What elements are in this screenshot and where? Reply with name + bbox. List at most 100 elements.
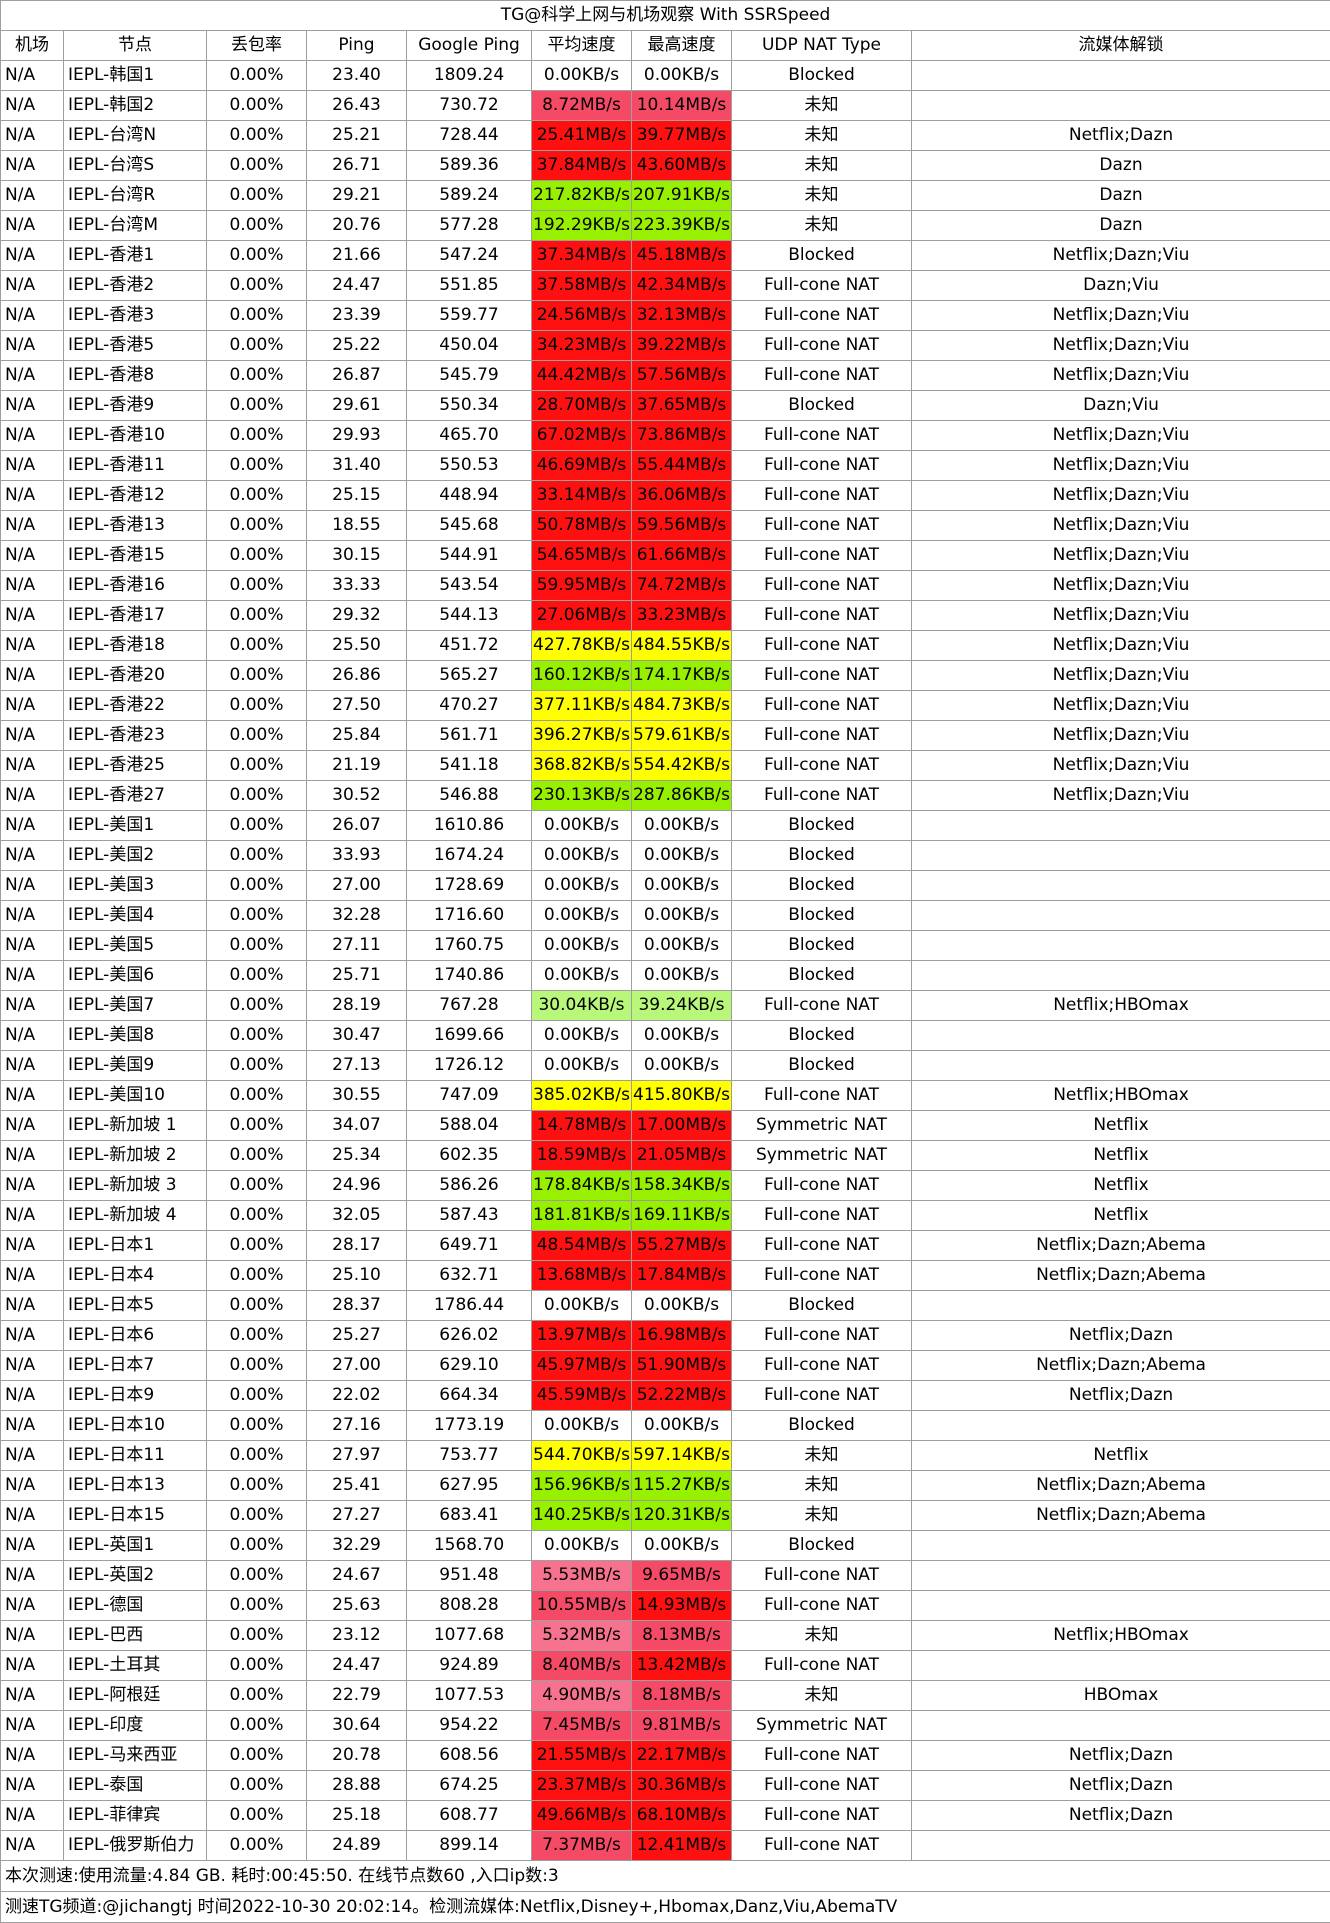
cell-udp-nat: Full-cone NAT <box>732 1171 912 1201</box>
cell-airport: N/A <box>1 1771 64 1801</box>
cell-max-speed: 74.72MB/s <box>632 571 732 601</box>
cell-google-ping: 602.35 <box>407 1141 532 1171</box>
cell-airport: N/A <box>1 1081 64 1111</box>
cell-avg-speed: 0.00KB/s <box>532 841 632 871</box>
cell-udp-nat: Full-cone NAT <box>732 781 912 811</box>
cell-airport: N/A <box>1 1441 64 1471</box>
cell-node: IEPL-日本1 <box>64 1231 207 1261</box>
cell-udp-nat: 未知 <box>732 1471 912 1501</box>
cell-node: IEPL-香港22 <box>64 691 207 721</box>
cell-avg-speed: 8.40MB/s <box>532 1651 632 1681</box>
cell-max-speed: 8.13MB/s <box>632 1621 732 1651</box>
cell-google-ping: 1077.68 <box>407 1621 532 1651</box>
table-title: TG@科学上网与机场观察 With SSRSpeed <box>1 1 1330 31</box>
cell-node: IEPL-美国9 <box>64 1051 207 1081</box>
cell-google-ping: 649.71 <box>407 1231 532 1261</box>
cell-node: IEPL-阿根廷 <box>64 1681 207 1711</box>
cell-avg-speed: 192.29KB/s <box>532 211 632 241</box>
cell-streaming: Netflix;Dazn;Viu <box>912 331 1330 361</box>
cell-streaming: Netflix;Dazn;Viu <box>912 541 1330 571</box>
cell-node: IEPL-日本13 <box>64 1471 207 1501</box>
cell-ping: 34.07 <box>307 1111 407 1141</box>
cell-avg-speed: 13.97MB/s <box>532 1321 632 1351</box>
cell-streaming: Netflix <box>912 1201 1330 1231</box>
cell-udp-nat: Blocked <box>732 61 912 91</box>
cell-loss: 0.00% <box>207 991 307 1021</box>
cell-google-ping: 465.70 <box>407 421 532 451</box>
cell-udp-nat: Symmetric NAT <box>732 1141 912 1171</box>
cell-loss: 0.00% <box>207 1471 307 1501</box>
cell-max-speed: 43.60MB/s <box>632 151 732 181</box>
cell-airport: N/A <box>1 331 64 361</box>
cell-node: IEPL-马来西亚 <box>64 1741 207 1771</box>
cell-airport: N/A <box>1 961 64 991</box>
cell-max-speed: 0.00KB/s <box>632 871 732 901</box>
cell-streaming: Netflix <box>912 1171 1330 1201</box>
cell-max-speed: 120.31KB/s <box>632 1501 732 1531</box>
cell-loss: 0.00% <box>207 121 307 151</box>
cell-max-speed: 0.00KB/s <box>632 1021 732 1051</box>
cell-node: IEPL-美国5 <box>64 931 207 961</box>
cell-avg-speed: 33.14MB/s <box>532 481 632 511</box>
cell-airport: N/A <box>1 1171 64 1201</box>
cell-airport: N/A <box>1 301 64 331</box>
cell-node: IEPL-香港9 <box>64 391 207 421</box>
cell-ping: 24.67 <box>307 1561 407 1591</box>
cell-udp-nat: Full-cone NAT <box>732 1591 912 1621</box>
cell-google-ping: 674.25 <box>407 1771 532 1801</box>
cell-airport: N/A <box>1 631 64 661</box>
cell-google-ping: 747.09 <box>407 1081 532 1111</box>
cell-google-ping: 1760.75 <box>407 931 532 961</box>
cell-google-ping: 899.14 <box>407 1831 532 1861</box>
cell-ping: 28.17 <box>307 1231 407 1261</box>
cell-airport: N/A <box>1 421 64 451</box>
cell-avg-speed: 140.25KB/s <box>532 1501 632 1531</box>
cell-google-ping: 547.24 <box>407 241 532 271</box>
cell-node: IEPL-香港17 <box>64 601 207 631</box>
cell-airport: N/A <box>1 1801 64 1831</box>
cell-airport: N/A <box>1 901 64 931</box>
cell-streaming: Netflix;Dazn;Viu <box>912 721 1330 751</box>
cell-avg-speed: 160.12KB/s <box>532 661 632 691</box>
cell-loss: 0.00% <box>207 1411 307 1441</box>
cell-streaming: Dazn <box>912 151 1330 181</box>
cell-google-ping: 544.13 <box>407 601 532 631</box>
cell-airport: N/A <box>1 1321 64 1351</box>
cell-ping: 26.07 <box>307 811 407 841</box>
cell-udp-nat: Blocked <box>732 931 912 961</box>
cell-streaming: Netflix;Dazn;Viu <box>912 361 1330 391</box>
cell-node: IEPL-土耳其 <box>64 1651 207 1681</box>
cell-ping: 29.93 <box>307 421 407 451</box>
cell-ping: 26.86 <box>307 661 407 691</box>
cell-google-ping: 954.22 <box>407 1711 532 1741</box>
cell-google-ping: 586.26 <box>407 1171 532 1201</box>
cell-airport: N/A <box>1 391 64 421</box>
cell-airport: N/A <box>1 691 64 721</box>
cell-airport: N/A <box>1 991 64 1021</box>
cell-streaming <box>912 1531 1330 1561</box>
cell-udp-nat: Blocked <box>732 961 912 991</box>
cell-ping: 27.11 <box>307 931 407 961</box>
cell-streaming: Netflix;Dazn;Abema <box>912 1351 1330 1381</box>
cell-max-speed: 579.61KB/s <box>632 721 732 751</box>
cell-streaming: Netflix;Dazn <box>912 1771 1330 1801</box>
cell-google-ping: 767.28 <box>407 991 532 1021</box>
cell-ping: 25.15 <box>307 481 407 511</box>
cell-avg-speed: 368.82KB/s <box>532 751 632 781</box>
cell-node: IEPL-美国6 <box>64 961 207 991</box>
cell-streaming: Netflix;Dazn;Viu <box>912 241 1330 271</box>
cell-node: IEPL-香港11 <box>64 451 207 481</box>
